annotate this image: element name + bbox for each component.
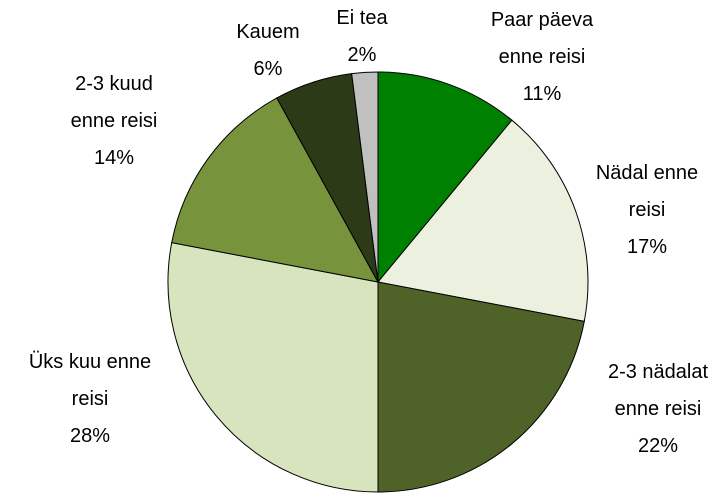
pie-slice <box>377 281 585 493</box>
slice-label: Kauem 6% <box>218 14 318 88</box>
pie-slice <box>351 71 379 283</box>
slice-label: Ei tea 2% <box>322 0 402 74</box>
value-label: 17% <box>626 236 668 258</box>
value-label: 22% <box>637 435 679 457</box>
slice-label: Üks kuu enne reisi 28% <box>10 344 170 455</box>
category-label: Üks kuu enne reisi <box>28 351 152 410</box>
pie-slice <box>377 71 513 284</box>
pie-slice <box>167 242 379 493</box>
category-label: Kauem <box>236 21 300 43</box>
category-label: Paar päeva enne reisi <box>490 9 594 68</box>
pie-slice <box>171 97 379 283</box>
value-label: 6% <box>253 58 283 80</box>
slice-label: 2-3 kuud enne reisi 14% <box>54 66 174 177</box>
category-label: 2-3 nädalat enne reisi <box>607 361 709 420</box>
pie-slice <box>377 119 589 322</box>
category-label: Ei tea <box>336 7 388 29</box>
value-label: 14% <box>93 147 135 169</box>
value-label: 11% <box>522 83 562 105</box>
value-label: 2% <box>347 44 377 66</box>
slice-label: Nädal enne reisi 17% <box>582 155 712 266</box>
slice-label: 2-3 nädalat enne reisi 22% <box>588 354 728 465</box>
category-label: Nädal enne reisi <box>595 162 699 221</box>
slice-label: Paar päeva enne reisi 11% <box>472 2 612 113</box>
value-label: 28% <box>69 425 111 447</box>
category-label: 2-3 kuud enne reisi <box>70 73 158 132</box>
